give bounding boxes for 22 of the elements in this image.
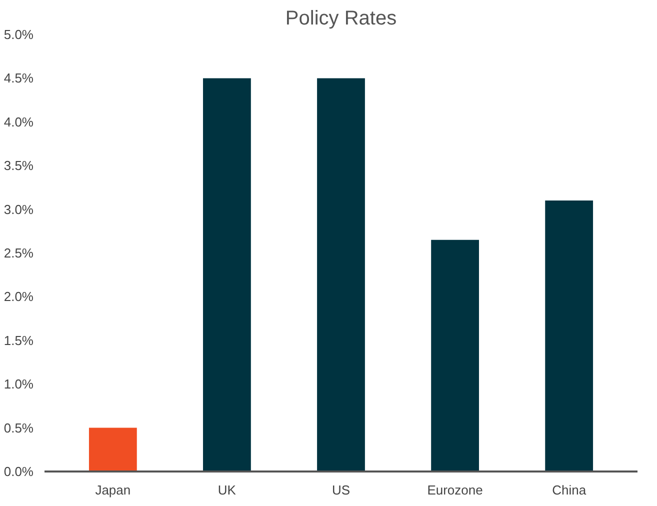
x-tick-label: Eurozone [427,482,483,498]
y-tick-label: 5.0% [4,27,34,42]
bar [545,200,594,472]
y-tick-label: 3.5% [4,158,34,174]
x-tick-label: China [552,482,587,498]
y-tick-label: 4.5% [4,70,34,86]
bar [203,78,251,472]
y-tick-label: 0.0% [4,464,34,479]
y-tick-label: 0.5% [4,420,34,436]
y-tick-label: 2.0% [4,289,34,304]
bar [431,240,479,472]
y-tick-label: 3.0% [4,202,34,217]
y-tick-label: 2.5% [4,246,34,260]
y-tick-label: 1.5% [4,332,34,348]
chart-title: Policy Rates [285,8,397,30]
x-tick-label: Japan [95,482,131,498]
bar [88,428,137,472]
y-tick-label: 1.0% [4,376,34,392]
bar [317,78,365,472]
x-tick-label: US [332,482,350,498]
x-tick-label: UK [218,482,236,498]
y-tick-label: 4.0% [4,114,34,130]
